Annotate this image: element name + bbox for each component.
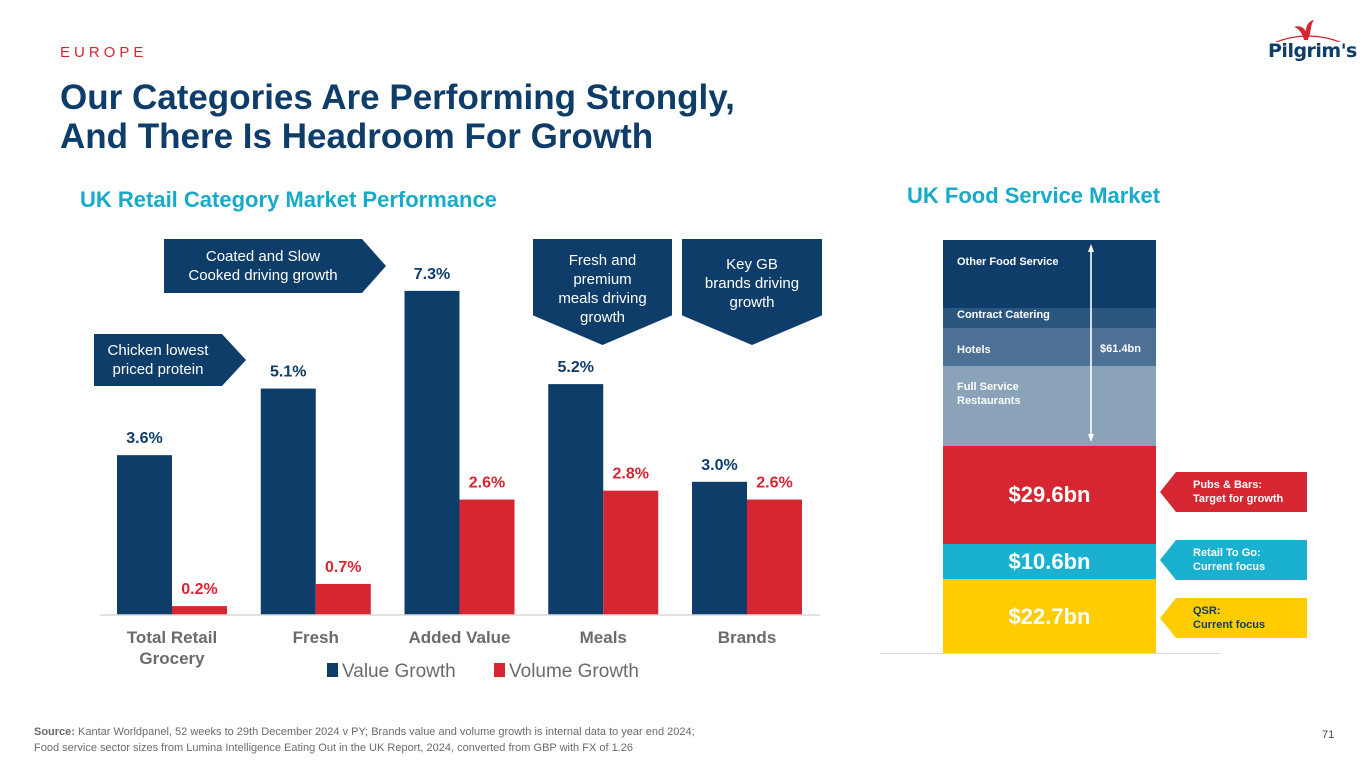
segment-value: $22.7bn	[1008, 603, 1091, 629]
callout-coated-slow-cooked: Coated and Slow Cooked driving growth	[164, 239, 386, 293]
segment-value: $29.6bn	[1008, 482, 1091, 507]
bar-value-meals	[548, 384, 604, 615]
tag-retail-to-go: Retail To Go: Current focus	[1160, 540, 1307, 580]
data-label-volume: 0.2%	[181, 581, 217, 598]
page-number: 71	[1322, 729, 1335, 741]
tag-qsr: QSR: Current focus	[1160, 598, 1307, 638]
tag-text: Current focus	[1193, 561, 1266, 573]
data-label-value: 7.3%	[414, 266, 450, 283]
section-tag: EUROPE	[60, 44, 148, 61]
segment-label: Contract Catering	[957, 309, 1050, 321]
tag-text: QSR:	[1193, 605, 1221, 617]
category-label: Added Value	[408, 628, 510, 647]
legend-swatch-volume	[494, 663, 505, 677]
callout-text: Fresh and	[568, 252, 637, 269]
category-label: Fresh	[293, 628, 339, 647]
bar-value-added-value	[404, 290, 460, 615]
data-label-volume: 0.7%	[325, 559, 361, 576]
retail-bar-chart: 3.6% 0.2% 5.1% 0.7% 7.3% 2.6% 5.2% 2.8% 3.0% 2.6%…	[100, 266, 820, 682]
callout-text: priced protein	[112, 361, 204, 378]
tag-text: Retail To Go:	[1193, 547, 1261, 559]
legend-label-value: Value Growth	[342, 661, 456, 682]
callout-text: growth	[579, 309, 626, 326]
bar-volume-meals	[603, 490, 659, 615]
rooster-icon	[1275, 20, 1341, 42]
chart-legend: Value Growth Volume Growth	[327, 661, 639, 682]
tag-text: Current focus	[1193, 619, 1266, 631]
segment-qsr: $22.7bn	[943, 579, 1156, 654]
segment-full-service-restaurants: Full Service Restaurants	[943, 366, 1156, 446]
segment-hotels: Hotels	[943, 328, 1156, 366]
callout-text: brands driving	[704, 275, 800, 292]
segment-label: Restaurants	[957, 395, 1021, 407]
bar-volume-added-value	[459, 499, 515, 615]
source-label: Source:	[34, 726, 75, 738]
total-market-value: $61.4bn	[1100, 343, 1141, 355]
tag-pubs-bars: Pubs & Bars: Target for growth	[1160, 472, 1307, 512]
data-label-volume: 2.8%	[613, 466, 649, 483]
callout-text: Chicken lowest	[107, 342, 209, 359]
segment-label: Hotels	[957, 344, 991, 356]
segment-label: Other Food Service	[957, 256, 1059, 268]
data-label-value: 3.6%	[126, 430, 162, 447]
category-label: Meals	[580, 628, 627, 647]
segment-pubs-bars: $29.6bn	[943, 446, 1156, 544]
company-logo: Pilgrim's	[1268, 16, 1357, 64]
page-title-line-1: Our Categories Are Performing Strongly,	[60, 78, 735, 117]
data-label-volume: 2.6%	[756, 475, 792, 492]
segment-value: $10.6bn	[1008, 548, 1091, 574]
data-label-value: 5.1%	[270, 364, 306, 381]
retail-chart-subtitle: UK Retail Category Market Performance	[80, 187, 497, 212]
legend-swatch-value	[327, 663, 338, 677]
food-service-baseline	[880, 653, 1220, 654]
category-label: Grocery	[139, 649, 205, 668]
source-text: Kantar Worldpanel, 52 weeks to 29th Dece…	[74, 726, 695, 738]
segment-other-food-service: Other Food Service	[943, 240, 1156, 308]
callout-text: premium	[573, 271, 632, 288]
food-service-subtitle: UK Food Service Market	[907, 183, 1161, 208]
bar-value-brands	[692, 481, 747, 615]
bar-volume-fresh	[315, 583, 371, 615]
segment-label: Full Service	[957, 381, 1019, 393]
bar-volume-total-retail-grocery	[172, 606, 227, 615]
page-title-line-2: And There Is Headroom For Growth	[60, 117, 654, 156]
bar-volume-brands	[747, 499, 802, 615]
category-label: Brands	[718, 628, 777, 647]
logo-wordmark: Pilgrim's	[1268, 40, 1357, 62]
bar-value-total-retail-grocery	[117, 455, 172, 615]
page-title: Our Categories Are Performing Strongly, …	[60, 78, 735, 156]
callout-text: Coated and Slow	[205, 248, 321, 265]
double-arrow-icon	[1088, 244, 1094, 442]
data-label-value: 3.0%	[701, 457, 737, 474]
callout-text: meals driving	[558, 290, 647, 307]
data-label-value: 5.2%	[558, 359, 594, 376]
legend-label-volume: Volume Growth	[509, 661, 639, 682]
segment-contract-catering: Contract Catering	[943, 308, 1156, 328]
data-label-volume: 2.6%	[469, 475, 505, 492]
category-label: Total Retail	[127, 628, 217, 647]
bar-value-fresh	[260, 388, 316, 615]
segment-retail-to-go: $10.6bn	[943, 544, 1156, 579]
source-text: Food service sector sizes from Lumina In…	[34, 742, 633, 754]
callout-text: Key GB	[726, 256, 778, 273]
callout-text: growth	[729, 294, 775, 311]
source-note: Source: Kantar Worldpanel, 52 weeks to 2…	[34, 724, 695, 756]
food-service-stack: Other Food Service Contract Catering Hot…	[943, 240, 1156, 654]
callout-chicken-lowest-priced: Chicken lowest priced protein	[94, 334, 246, 386]
callout-text: Cooked driving growth	[188, 267, 338, 284]
tag-text: Pubs & Bars:	[1193, 479, 1263, 491]
tag-text: Target for growth	[1193, 493, 1284, 505]
